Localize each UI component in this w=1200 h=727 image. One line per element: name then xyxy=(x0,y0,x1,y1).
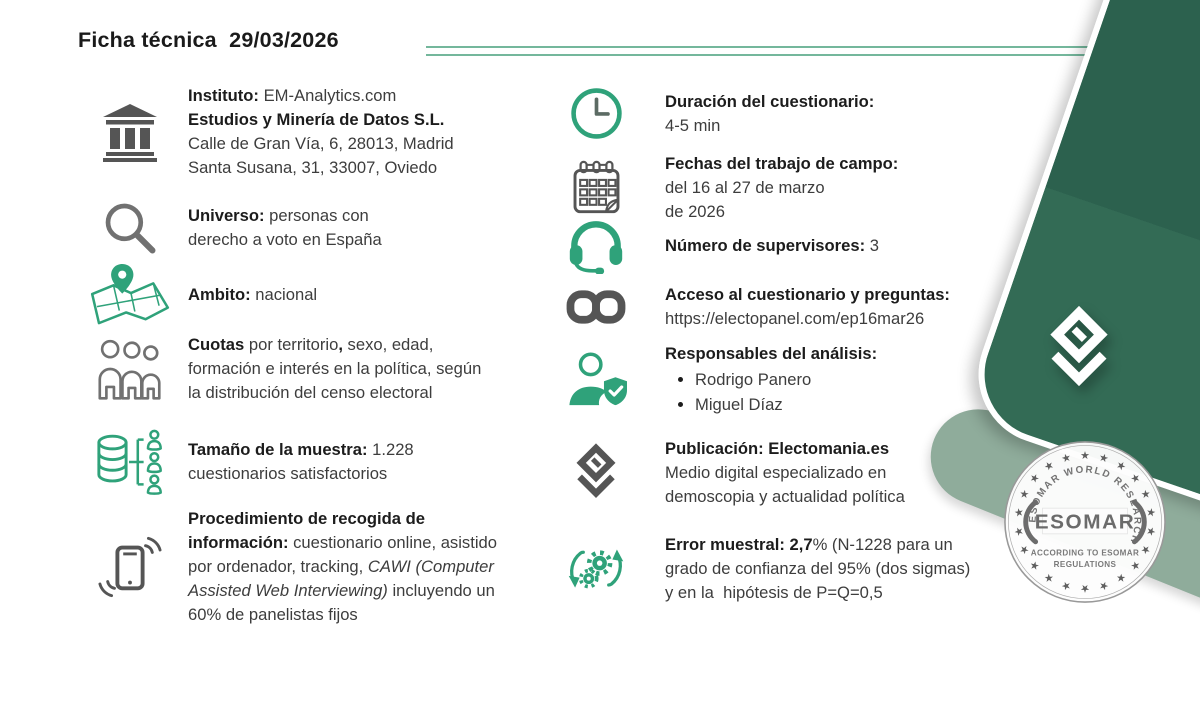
header-double-rule xyxy=(426,46,1090,56)
esomar-seal: ★ ★★★★★★★★★★★★★★★★★★★★★ ESOMAR WORLD RESE… xyxy=(1004,441,1166,603)
svg-text:★: ★ xyxy=(1097,451,1110,465)
text-line: Publicación: Electomania.es xyxy=(665,439,890,458)
text-line: https://electopanel.com/ep16mar26 xyxy=(665,309,925,328)
text-line: derecho a voto en España xyxy=(188,230,382,249)
text-line: y en la hipótesis de P=Q=0,5 xyxy=(665,583,883,602)
text-line: Procedimiento de recogida de xyxy=(188,509,425,528)
text-line: Estudios y Minería de Datos S.L. xyxy=(188,110,445,129)
item-tamano: Tamaño de la muestra: 1.228 cuestionarios… xyxy=(80,429,414,495)
seal-sub-line1: ACCORDING TO ESOMAR xyxy=(1031,549,1140,558)
text-line: Tamaño de la muestra: 1.228 xyxy=(188,440,414,459)
text-line: formación e interés en la política, segú… xyxy=(188,359,482,378)
text-line: Duración del cuestionario: xyxy=(665,91,875,111)
item-text: Fechas del trabajo de campo: del 16 al 27… xyxy=(665,152,898,224)
text-line: Medio digital especializado en xyxy=(665,463,887,482)
text-line: Acceso al cuestionario y preguntas: xyxy=(665,285,950,304)
analyst-shield-icon xyxy=(545,351,647,408)
seal-left-paren xyxy=(1023,499,1039,545)
text-line: Ambito: nacional xyxy=(188,285,318,304)
item-procedimiento: Procedimiento de recogida de información:… xyxy=(80,507,497,627)
calendar-icon xyxy=(545,159,647,218)
text-line: de 2026 xyxy=(665,202,725,221)
bullet-item: Miguel Díaz xyxy=(695,392,877,417)
item-universo: Universo: personas con derecho a voto en … xyxy=(80,199,382,257)
seal-right-paren xyxy=(1131,499,1147,545)
text-line: la distribución del censo electoral xyxy=(188,383,433,402)
ficha-tecnica-slide: { "header": { "title": "Ficha técnica 29… xyxy=(0,0,1200,675)
svg-text:★: ★ xyxy=(1060,451,1073,465)
seal-sub-line2: REGULATIONS xyxy=(1054,560,1117,569)
item-text: Ambito: nacional xyxy=(188,283,317,307)
text-line: cuestionarios satisfactorios xyxy=(188,464,388,483)
database-icon xyxy=(80,429,180,495)
item-error: Error muestral: 2,7% (N-1228 para un grad… xyxy=(545,533,970,605)
people-icon xyxy=(80,336,180,402)
text-line: Instituto: EM-Analytics.com xyxy=(188,86,397,105)
item-publicacion: Publicación: Electomania.es Medio digital… xyxy=(545,437,905,509)
text-line: Santa Susana, 31, 33007, Oviedo xyxy=(188,158,438,177)
item-text: Instituto: EM-Analytics.com Estudios y Mi… xyxy=(188,84,454,180)
text-line: Assisted Web Interviewing) incluyendo un xyxy=(188,581,495,600)
seal-center-text: ESOMAR xyxy=(1035,510,1136,533)
item-text: Publicación: Electomania.es Medio digital… xyxy=(665,437,905,509)
electomania-logo-icon xyxy=(545,441,647,505)
item-acceso: Acceso al cuestionario y preguntas: https… xyxy=(545,283,950,331)
map-pin-icon xyxy=(80,263,180,327)
item-duracion: Duración del cuestionario: 4-5 min xyxy=(545,86,874,141)
electomania-logo-white xyxy=(1032,296,1126,390)
item-ambito: Ambito: nacional xyxy=(80,263,317,327)
item-text: Error muestral: 2,7% (N-1228 para un grad… xyxy=(665,533,970,605)
text-line: Fechas del trabajo de campo: xyxy=(665,154,899,173)
text-line: Calle de Gran Vía, 6, 28013, Madrid xyxy=(188,134,454,153)
text-line: por ordenador, tracking, CAWI (Computer xyxy=(188,557,494,576)
item-cuotas: Cuotas por territorio, sexo, edad, formac… xyxy=(80,333,481,405)
item-responsables: Responsables del análisis: Rodrigo Panero… xyxy=(545,342,877,417)
text-line: Responsables del análisis: xyxy=(665,344,878,363)
bullet-list: Rodrigo PaneroMiguel Díaz xyxy=(665,367,877,417)
svg-text:★: ★ xyxy=(1144,526,1157,538)
text-line: grado de confianza del 95% (dos sigmas) xyxy=(665,559,971,578)
text-line: 60% de panelistas fijos xyxy=(188,605,358,624)
page-title: Ficha técnica 29/03/2026 xyxy=(78,28,339,52)
svg-text:★: ★ xyxy=(1144,507,1157,519)
clock-icon xyxy=(545,86,647,141)
item-text: Procedimiento de recogida de información:… xyxy=(188,507,497,627)
text-line: información: cuestionario online, asisti… xyxy=(188,533,497,552)
svg-text:★: ★ xyxy=(1097,578,1110,592)
headset-icon xyxy=(545,218,647,274)
magnifier-icon xyxy=(80,199,180,257)
text-line: 4-5 min xyxy=(665,115,721,135)
svg-text:★: ★ xyxy=(1080,582,1090,594)
bank-icon xyxy=(80,102,180,162)
item-text: Tamaño de la muestra: 1.228 cuestionarios… xyxy=(188,438,414,486)
item-text: Acceso al cuestionario y preguntas: https… xyxy=(665,283,950,331)
text-line: Número de supervisores: 3 xyxy=(665,236,879,255)
item-text: Responsables del análisis: Rodrigo Panero… xyxy=(665,342,877,417)
phone-icon xyxy=(80,534,180,600)
text-line: del 16 al 27 de marzo xyxy=(665,178,825,197)
bullet-item: Rodrigo Panero xyxy=(695,367,877,392)
text-line: Universo: personas con xyxy=(188,206,369,225)
text-line: Error muestral: 2,7% (N-1228 para un xyxy=(665,535,953,554)
item-text: Duración del cuestionario: 4-5 min xyxy=(665,90,874,138)
svg-text:★: ★ xyxy=(1013,526,1026,538)
text-line: demoscopia y actualidad política xyxy=(665,487,905,506)
svg-text:★: ★ xyxy=(1080,450,1090,462)
link-icon xyxy=(545,285,647,329)
seal-center-box xyxy=(1042,507,1128,535)
text-line: Cuotas por territorio, sexo, edad, xyxy=(188,335,434,354)
item-text: Número de supervisores: 3 xyxy=(665,234,879,258)
item-text: Cuotas por territorio, sexo, edad, formac… xyxy=(188,333,481,405)
svg-text:★: ★ xyxy=(1060,578,1073,592)
item-instituto: Instituto: EM-Analytics.com Estudios y Mi… xyxy=(80,84,454,180)
item-fechas: Fechas del trabajo de campo: del 16 al 27… xyxy=(545,152,898,224)
gears-sync-icon xyxy=(545,541,647,598)
item-supervisores: Número de supervisores: 3 xyxy=(545,218,879,274)
seal-inner-ring xyxy=(1008,445,1162,599)
svg-text:★: ★ xyxy=(1013,507,1026,519)
item-text: Universo: personas con derecho a voto en … xyxy=(188,204,382,252)
